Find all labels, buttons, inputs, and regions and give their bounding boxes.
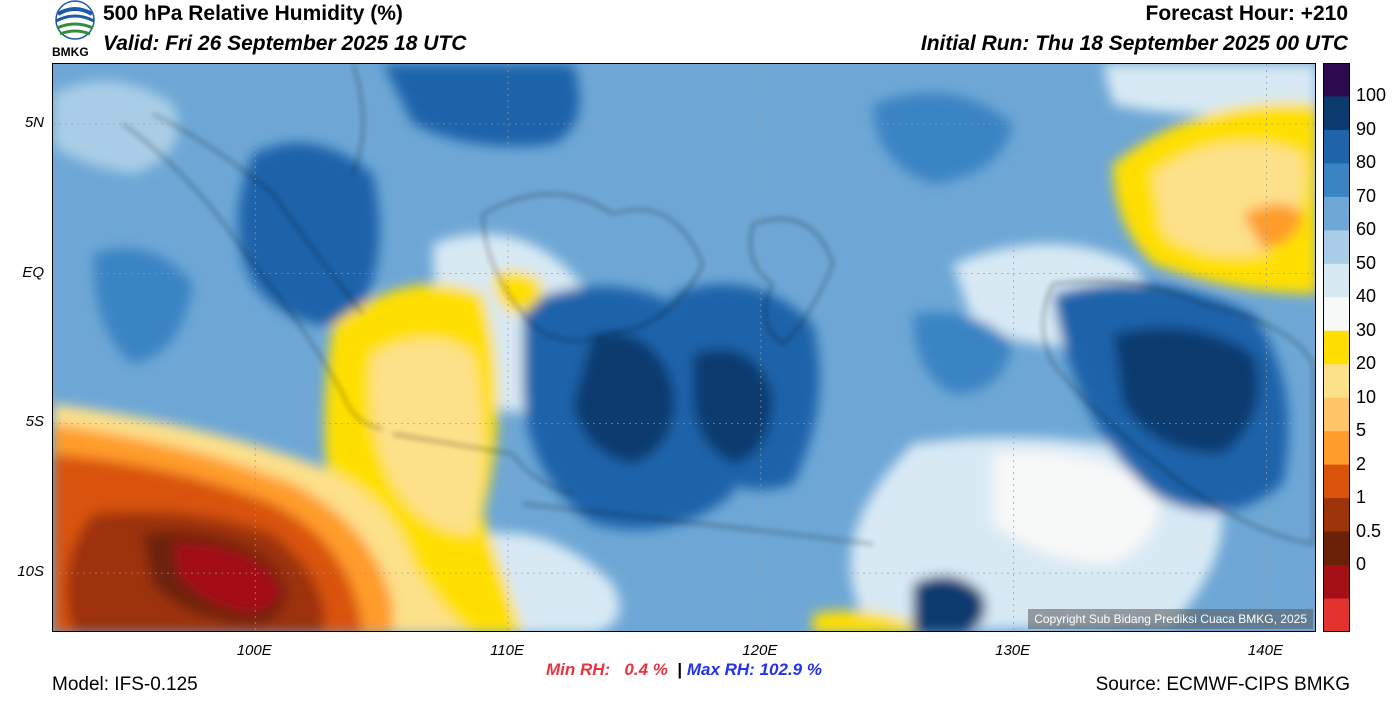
colorbar-label-40: 40 (1356, 286, 1377, 307)
colorbar-label-2: 2 (1356, 453, 1367, 474)
colorbar-swatch (1323, 129, 1350, 164)
min-rh-label: Min RH: (546, 660, 611, 679)
colorbar-label-100: 100 (1356, 85, 1387, 106)
lon-label-120E: 120E (742, 642, 778, 659)
colorbar-label-80: 80 (1356, 152, 1377, 173)
lon-label-130E: 130E (995, 642, 1031, 659)
colorbar-label-1: 1 (1356, 487, 1367, 508)
colorbar-swatch (1323, 196, 1350, 231)
lat-label-5S: 5S (25, 413, 44, 431)
max-rh-label: Max RH: (686, 660, 755, 679)
colorbar-swatch (1323, 230, 1350, 265)
source-label: Source: ECMWF-CIPS BMKG (1095, 674, 1350, 695)
bmkg-logo (55, 0, 95, 40)
colorbar-swatch (1323, 531, 1350, 566)
colorbar-label-90: 90 (1356, 118, 1377, 139)
colorbar-swatch (1323, 96, 1350, 131)
colorbar-swatch (1323, 63, 1350, 97)
forecast-hour: Forecast Hour: +210 (1145, 2, 1349, 25)
colorbar (1323, 63, 1350, 632)
colorbar-label-0.5: 0.5 (1356, 520, 1382, 541)
lon-label-100E: 100E (236, 642, 272, 659)
colorbar-swatch (1323, 498, 1350, 533)
lon-label-110E: 110E (490, 642, 524, 659)
model-label: Model: IFS-0.125 (52, 674, 198, 695)
colorbar-label-50: 50 (1356, 252, 1377, 273)
humidity-map: Copyright Sub Bidang Prediksi Cuaca BMKG… (52, 63, 1316, 632)
lat-label-EQ: EQ (22, 263, 44, 281)
initial-run: Initial Run: Thu 18 September 2025 00 UT… (920, 32, 1348, 55)
colorbar-label-70: 70 (1356, 185, 1377, 206)
colorbar-label-10: 10 (1356, 386, 1377, 407)
colorbar-swatch (1323, 397, 1350, 432)
colorbar-swatch (1323, 163, 1350, 198)
humidity-field (53, 64, 1315, 631)
lat-label-5N: 5N (24, 113, 44, 131)
colorbar-swatch (1323, 431, 1350, 466)
colorbar-swatch (1323, 364, 1350, 399)
colorbar-label-0: 0 (1356, 554, 1367, 575)
colorbar-swatch (1323, 330, 1350, 365)
min-rh-value: 0.4 % (624, 660, 668, 679)
lon-label-140E: 140E (1247, 642, 1283, 659)
colorbar-swatch (1323, 263, 1350, 298)
map-title: 500 hPa Relative Humidity (%) (103, 2, 403, 25)
stats-separator: | (677, 660, 683, 679)
colorbar-swatch (1323, 464, 1350, 499)
lat-label-10S: 10S (17, 563, 44, 581)
colorbar-label-30: 30 (1356, 319, 1377, 340)
colorbar-label-20: 20 (1356, 353, 1377, 374)
copyright-notice: Copyright Sub Bidang Prediksi Cuaca BMKG… (1028, 609, 1313, 629)
max-rh-value: 102.9 % (759, 660, 822, 679)
colorbar-swatch (1323, 565, 1350, 600)
colorbar-label-60: 60 (1356, 219, 1377, 240)
colorbar-border (1323, 63, 1350, 632)
colorbar-label-5: 5 (1356, 420, 1367, 441)
valid-time: Valid: Fri 26 September 2025 18 UTC (103, 32, 467, 55)
colorbar-swatch (1323, 598, 1350, 632)
min-max-stats: Min RH: 0.4 % | Max RH: 102.9 % (546, 660, 822, 680)
logo-text: BMKG (52, 45, 89, 59)
colorbar-swatch (1323, 297, 1350, 332)
